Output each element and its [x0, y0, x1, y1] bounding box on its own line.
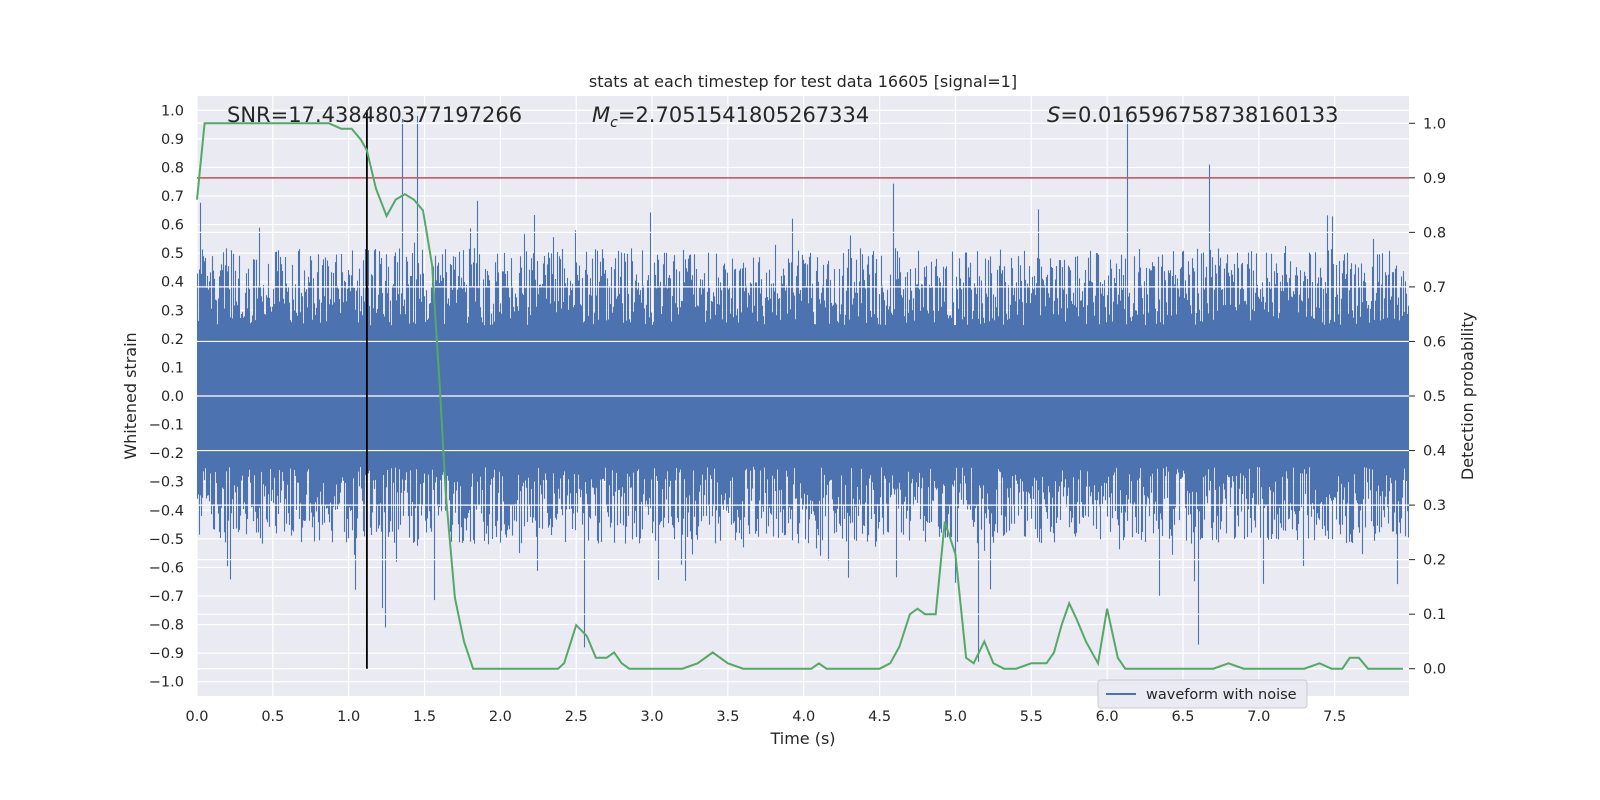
y-left-tick-label: 0.6: [161, 218, 184, 234]
x-tick-label: 0.0: [185, 709, 208, 725]
detection-probability-line: [196, 122, 1403, 670]
y-left-tick-label: −0.3: [149, 475, 184, 491]
x-tick-label: 3.0: [641, 709, 664, 725]
x-tick-label: 0.5: [261, 709, 284, 725]
legend: waveform with noise: [1097, 679, 1308, 709]
y-left-tick-label: 0.0: [161, 389, 184, 405]
y-right-tick-label: 0.5: [1423, 389, 1446, 405]
y-right-tick-label: 0.9: [1423, 171, 1446, 187]
y-left-tick-label: 0.2: [161, 332, 184, 348]
y-left-tick-label: 0.8: [161, 160, 184, 176]
y-left-axis-ticks: 1.0 0.9 0.8 0.7 0.6 0.5 0.4 0.3 0.2 0.1 0.0 −0.1 −0.…: [149, 103, 184, 690]
y-left-axis-label: Whitened strain: [121, 332, 140, 459]
y-right-tick-label: 0.2: [1423, 553, 1446, 569]
y-right-tick-label: 0.0: [1423, 662, 1446, 678]
y-left-tick-label: 0.1: [161, 360, 184, 376]
x-axis-label: Time (s): [769, 729, 835, 748]
x-tick-label: 3.5: [716, 709, 739, 725]
y-left-tick-label: −0.6: [149, 560, 184, 576]
x-tick-label: 6.5: [1171, 709, 1194, 725]
x-tick-label: 2.5: [565, 709, 588, 725]
x-tick-label: 4.5: [868, 709, 891, 725]
y-right-tick-label: 0.6: [1423, 334, 1446, 350]
y-left-tick-label: 0.3: [161, 303, 184, 319]
y-left-tick-label: −0.4: [149, 503, 184, 519]
y-right-tick-label: 0.4: [1423, 444, 1446, 460]
snr-value: 17.438480377197266: [288, 103, 522, 127]
x-tick-label: 1.0: [337, 709, 360, 725]
y-left-tick-label: −0.2: [149, 446, 184, 462]
y-right-tick-label: 0.3: [1423, 498, 1446, 514]
mc-symbol: M: [592, 103, 610, 127]
mc-subscript: c: [610, 115, 618, 131]
y-left-tick-label: −0.9: [149, 646, 184, 662]
s-symbol: S: [1047, 103, 1060, 127]
y-right-tick-label: 0.8: [1423, 225, 1446, 241]
y-right-tick-label: 0.1: [1423, 607, 1446, 623]
y-right-tick-label: 1.0: [1423, 116, 1446, 132]
x-tick-label: 5.5: [1020, 709, 1043, 725]
legend-entry-waveform: waveform with noise: [1146, 687, 1297, 703]
y-left-tick-label: 1.0: [161, 103, 184, 119]
snr-label: SNR: [227, 103, 271, 127]
y-left-tick-label: 0.9: [161, 132, 184, 148]
x-tick-label: 2.0: [489, 709, 512, 725]
y-left-tick-label: −0.8: [149, 618, 184, 634]
y-right-tick-label: 0.7: [1423, 280, 1446, 296]
y-right-axis-label: Detection probability: [1458, 312, 1477, 480]
y-left-tick-label: 0.5: [161, 246, 184, 262]
x-tick-label: 6.0: [1096, 709, 1119, 725]
legend-box: [1097, 679, 1308, 709]
x-tick-label: 7.0: [1247, 709, 1270, 725]
x-tick-label: 7.5: [1323, 709, 1346, 725]
y-right-axis-ticks: 1.0 0.9 0.8 0.7 0.6 0.5 0.4 0.3 0.2 0.1 0.0: [1409, 116, 1446, 678]
snr-annotation: SNR=17.438480377197266: [227, 103, 522, 127]
x-tick-label: 4.0: [792, 709, 815, 725]
x-tick-label: 1.5: [413, 709, 436, 725]
x-tick-label: 5.0: [944, 709, 967, 725]
y-left-tick-label: −0.7: [149, 589, 184, 605]
y-left-tick-label: −0.1: [149, 418, 184, 434]
s-value: 0.016596758738160133: [1078, 103, 1339, 127]
mc-value: 2.7051541805267334: [635, 103, 869, 127]
y-left-tick-label: −1.0: [149, 675, 184, 691]
mc-annotation: Mc=2.7051541805267334: [592, 103, 869, 131]
y-left-tick-label: 0.7: [161, 189, 184, 205]
chart-title: stats at each timestep for test data 166…: [589, 72, 1017, 91]
y-left-tick-label: 0.4: [161, 275, 184, 291]
s-annotation: S=0.016596758738160133: [1047, 103, 1338, 127]
x-axis-ticks: 0.0 0.5 1.0 1.5 2.0 2.5 3.0 3.5 4.0 4.5 5.0 5.5 6.0 6…: [185, 709, 1346, 725]
y-left-tick-label: −0.5: [149, 532, 184, 548]
